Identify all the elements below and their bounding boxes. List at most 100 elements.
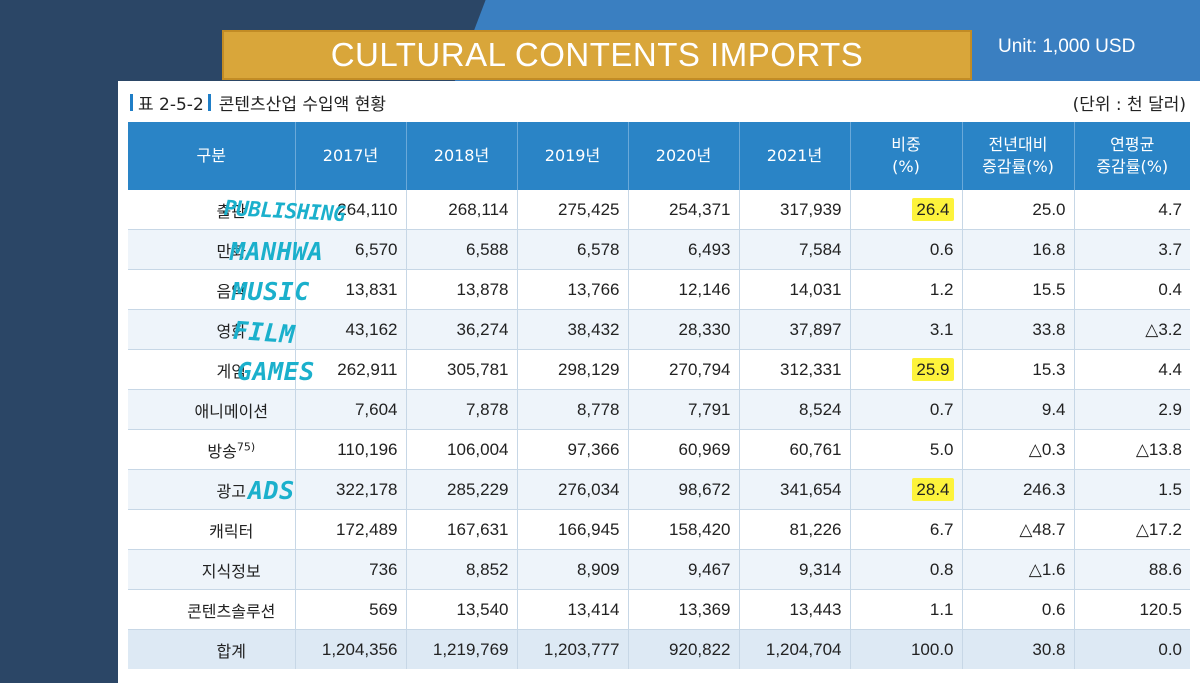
cell-value: 13,540	[456, 599, 509, 619]
cell-value: 268,114	[448, 199, 509, 219]
cell-value: 1,204,704	[765, 639, 842, 659]
table-cell: 920,822	[627, 629, 739, 669]
caption-title: 콘텐츠산업 수입액 현황	[218, 95, 386, 115]
cell-value: 264,110	[337, 199, 398, 219]
table-total-row: 합계 1,204,356 1,219,769 1,203,777 920,822 1,20…	[128, 629, 1190, 669]
cell-value: 8,778	[576, 399, 620, 419]
cell-value: 158,420	[669, 519, 731, 539]
table-row: 게임 262,911 305,781 298,129 270,794 312,331 25.…	[128, 349, 1190, 390]
cell-value: △0.3	[1028, 439, 1066, 459]
cell-value: 120.5	[1139, 599, 1182, 619]
row-label: 게임	[128, 349, 295, 390]
table-cell: 2.9	[1073, 389, 1190, 430]
cell-value: △17.2	[1135, 519, 1182, 539]
table-cell: 0.6	[961, 589, 1074, 630]
caption-bar-left	[130, 94, 133, 111]
cell-value: 8,909	[576, 559, 620, 579]
cell-value: 4.7	[1158, 199, 1182, 219]
cell-value: 13,878	[456, 279, 509, 299]
table-cell: 8,852	[405, 549, 517, 590]
table-cell: 1.1	[849, 589, 962, 630]
table-cell: 9,314	[738, 549, 850, 590]
table-row: 콘텐츠솔루션 569 13,540 13,414 13,369 13,443 1.1 0.6 1…	[128, 589, 1190, 630]
table-cell: 6,588	[405, 229, 517, 270]
table-cell: 38,432	[516, 309, 628, 350]
cell-value: 569	[369, 599, 398, 619]
cell-value: 0.6	[1041, 599, 1066, 619]
cell-value: 7,791	[687, 399, 731, 419]
table-cell: △17.2	[1073, 509, 1190, 550]
cell-value: 6,578	[576, 239, 620, 259]
cell-value: 12,146	[678, 279, 731, 299]
header-2021: 2021년	[738, 122, 850, 190]
table-cell: 26.4	[849, 190, 962, 230]
cell-value: 15.5	[1032, 279, 1066, 299]
cell-value: 4.4	[1158, 359, 1182, 379]
cell-value: 317,939	[780, 199, 842, 219]
table-cell: 0.7	[849, 389, 962, 430]
cell-value: 13,414	[567, 599, 620, 619]
table-cell: 36,274	[405, 309, 517, 350]
row-label-text: 애니메이션	[194, 401, 269, 421]
cell-value: 106,004	[447, 439, 509, 459]
highlighted-share-value: 25.9	[912, 357, 954, 381]
table-cell: 0.4	[1073, 269, 1190, 310]
table-cell: 13,831	[294, 269, 406, 310]
table-cell: 97,366	[516, 429, 628, 470]
row-label-text: 캐릭터	[209, 521, 254, 541]
cell-value: 172,489	[336, 519, 398, 539]
table-cell: 13,369	[627, 589, 739, 630]
table-cell: 33.8	[961, 309, 1074, 350]
table-cell: 0.6	[849, 229, 962, 270]
cell-value: 1.1	[929, 599, 954, 619]
cell-value: 270,794	[669, 359, 731, 379]
row-label: 영화	[128, 309, 295, 350]
caption-bar-right	[207, 94, 211, 111]
table-cell: 322,178	[294, 469, 406, 510]
cell-value: 98,672	[678, 479, 731, 499]
cell-value: 7,584	[798, 239, 842, 259]
table-header-row: 구분 2017년 2018년 2019년 2020년 2021년 비중 (%) 전…	[128, 122, 1190, 190]
cell-value: △1.6	[1028, 559, 1066, 579]
cell-value: 1.2	[929, 279, 954, 299]
cell-value: 246.3	[1022, 479, 1066, 499]
table-cell: 120.5	[1073, 589, 1190, 630]
table-row: 만화 6,570 6,588 6,578 6,493 7,584 0.6 16.8 3.7	[128, 229, 1190, 270]
row-label-text: 영화	[216, 321, 246, 341]
table-cell: 110,196	[294, 429, 406, 470]
footnote-marker: 75)	[236, 440, 256, 454]
row-label: 콘텐츠솔루션	[128, 589, 295, 630]
table-cell: 1.5	[1073, 469, 1190, 510]
table-body: 출판 264,110 268,114 275,425 254,371 317,939 26.…	[128, 190, 1190, 669]
table-cell: 298,129	[516, 349, 628, 390]
table-row: 광고 322,178 285,229 276,034 98,672 341,654 28.4…	[128, 469, 1190, 510]
cell-value: 7,878	[465, 399, 509, 419]
row-label: 만화	[128, 229, 295, 270]
table-row: 방송75) 110,196 106,004 97,366 60,969 60,761 5.0…	[128, 429, 1190, 470]
table-cell: 7,878	[405, 389, 517, 430]
table-cell: 88.6	[1073, 549, 1190, 590]
cell-value: 8,524	[798, 399, 842, 419]
table-cell: 9,467	[627, 549, 739, 590]
table-cell: 317,939	[738, 190, 850, 230]
document-unit: (단위 : 천 달러)	[1072, 95, 1186, 115]
table-cell: 1,204,704	[738, 629, 850, 669]
cell-value: 13,369	[678, 599, 731, 619]
row-label: 캐릭터	[128, 509, 295, 550]
cell-value: △3.2	[1145, 319, 1182, 339]
cell-value: 9,467	[687, 559, 731, 579]
header-2018: 2018년	[405, 122, 517, 190]
table-cell: 1,204,356	[294, 629, 406, 669]
cell-value: 1,219,769	[432, 639, 509, 659]
cell-value: 13,766	[567, 279, 620, 299]
table-cell: △48.7	[961, 509, 1074, 550]
cell-value: 97,366	[567, 439, 620, 459]
row-label-text: 출판	[216, 201, 246, 221]
row-label: 애니메이션	[128, 389, 295, 430]
cell-value: 1.5	[1158, 479, 1182, 499]
table-cell: △3.2	[1073, 309, 1190, 350]
table-cell: 4.4	[1073, 349, 1190, 390]
table-cell: 6,570	[294, 229, 406, 270]
cell-value: 33.8	[1032, 319, 1066, 339]
cell-value: 100.0	[910, 639, 954, 659]
